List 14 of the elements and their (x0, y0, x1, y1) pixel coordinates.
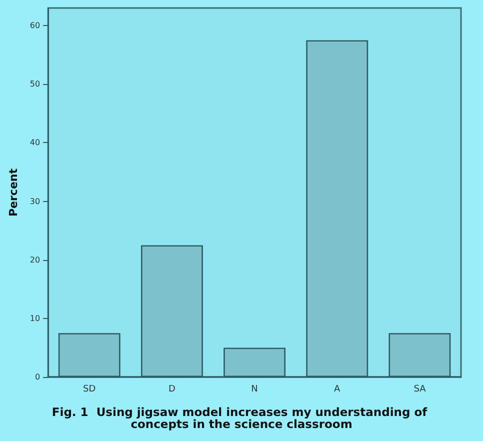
x-tick-label: N (251, 384, 258, 394)
text: Fig. 1 Using jigsaw model increases my understanding of concepts in the science classroom (52, 405, 432, 431)
y-tick-label: 0 (34, 372, 40, 382)
y-tick-label: 20 (30, 255, 40, 264)
x-tick-label: D (168, 384, 176, 394)
y-axis-title: Percent (7, 168, 20, 217)
y-tick-label: 60 (30, 21, 40, 30)
y-tick-label: 10 (30, 314, 40, 323)
x-tick-label: SD (83, 384, 96, 394)
y-tick-label: 30 (30, 196, 40, 206)
y-tick-label: 50 (30, 80, 40, 89)
y-tick-label: 40 (30, 138, 40, 148)
x-tick-label: A (334, 384, 342, 394)
x-tick-label: SA (414, 384, 427, 394)
